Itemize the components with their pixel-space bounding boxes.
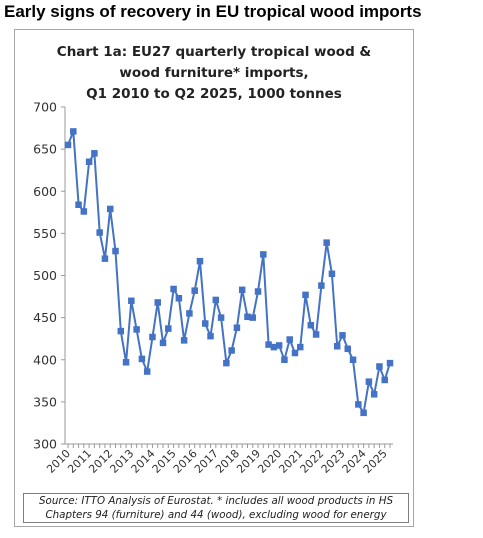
chart-frame: Chart 1a: EU27 quarterly tropical wood &… — [14, 29, 414, 527]
data-point — [101, 255, 109, 262]
data-point — [75, 201, 82, 208]
data-point — [159, 339, 167, 347]
data-point — [217, 314, 225, 321]
data-point — [196, 257, 204, 265]
source-note: Source: ITTO Analysis of Eurostat. * inc… — [39, 495, 393, 521]
data-point — [207, 332, 214, 340]
chart-title-line-1: Chart 1a: EU27 quarterly tropical wood & — [56, 44, 372, 60]
source-box: Source: ITTO Analysis of Eurostat. * inc… — [23, 493, 409, 523]
data-point — [302, 291, 309, 299]
chart-title-line-3: Q1 2010 to Q2 2025, 1000 tonnes — [86, 86, 342, 102]
data-point — [291, 349, 299, 357]
y-tick-label: 550 — [33, 226, 57, 241]
data-point — [312, 331, 320, 338]
data-point — [117, 327, 125, 335]
data-point — [355, 401, 362, 408]
data-point — [223, 359, 230, 367]
line-chart: 3003504004505005506006507002010201120122… — [33, 100, 394, 476]
data-point — [323, 239, 330, 246]
data-point — [286, 336, 293, 343]
data-point — [281, 356, 288, 363]
data-point — [238, 286, 246, 294]
data-point — [91, 150, 98, 157]
headline: Early signs of recovery in EU tropical w… — [4, 2, 422, 21]
y-tick-label: 600 — [33, 184, 57, 199]
data-point — [344, 345, 352, 353]
data-point — [318, 282, 325, 289]
data-point — [64, 141, 72, 149]
data-point — [80, 208, 88, 215]
data-point — [328, 270, 336, 278]
data-point — [360, 409, 367, 417]
data-point — [339, 332, 346, 339]
y-tick-label: 300 — [33, 437, 57, 452]
data-point — [85, 158, 93, 166]
data-point — [70, 128, 77, 135]
chart-title: Chart 1a: EU27 quarterly tropical wood &… — [15, 42, 413, 105]
data-point — [249, 314, 257, 321]
data-point — [381, 376, 388, 384]
data-point — [370, 391, 378, 398]
data-point — [180, 337, 188, 344]
chart-title-line-2: wood furniture* imports, — [119, 65, 309, 81]
data-point — [254, 288, 262, 295]
data-point — [133, 326, 140, 333]
data-point — [191, 287, 198, 294]
data-point — [260, 251, 267, 258]
data-point — [233, 324, 241, 331]
data-point — [149, 333, 156, 341]
y-tick-label: 450 — [33, 310, 57, 325]
data-point — [112, 247, 119, 255]
data-point — [138, 355, 146, 363]
data-point — [365, 378, 373, 385]
data-point — [154, 299, 161, 306]
data-point — [228, 347, 235, 354]
data-point — [122, 359, 130, 366]
data-point — [386, 359, 394, 367]
series-line — [67, 130, 391, 414]
data-point — [143, 368, 151, 375]
y-tick-label: 400 — [33, 352, 57, 367]
data-point — [297, 343, 304, 351]
y-tick-label: 650 — [33, 142, 57, 157]
data-point — [275, 342, 283, 349]
data-point — [333, 343, 341, 350]
y-tick-label: 500 — [33, 268, 57, 283]
data-point — [349, 356, 357, 363]
y-tick-label: 350 — [33, 394, 57, 409]
data-point — [307, 321, 315, 329]
x-tick-label: 2025 — [361, 447, 390, 476]
data-point — [376, 363, 383, 370]
data-point — [128, 297, 135, 305]
data-point — [201, 320, 209, 327]
data-point — [106, 205, 114, 213]
data-point — [165, 325, 172, 332]
data-point — [170, 285, 177, 293]
data-point — [270, 343, 278, 351]
data-point — [175, 294, 183, 302]
data-point — [212, 296, 220, 304]
data-point — [186, 310, 193, 317]
data-point — [265, 341, 272, 348]
y-tick-label: 700 — [33, 100, 57, 115]
data-point — [244, 313, 251, 321]
data-point — [96, 229, 103, 236]
